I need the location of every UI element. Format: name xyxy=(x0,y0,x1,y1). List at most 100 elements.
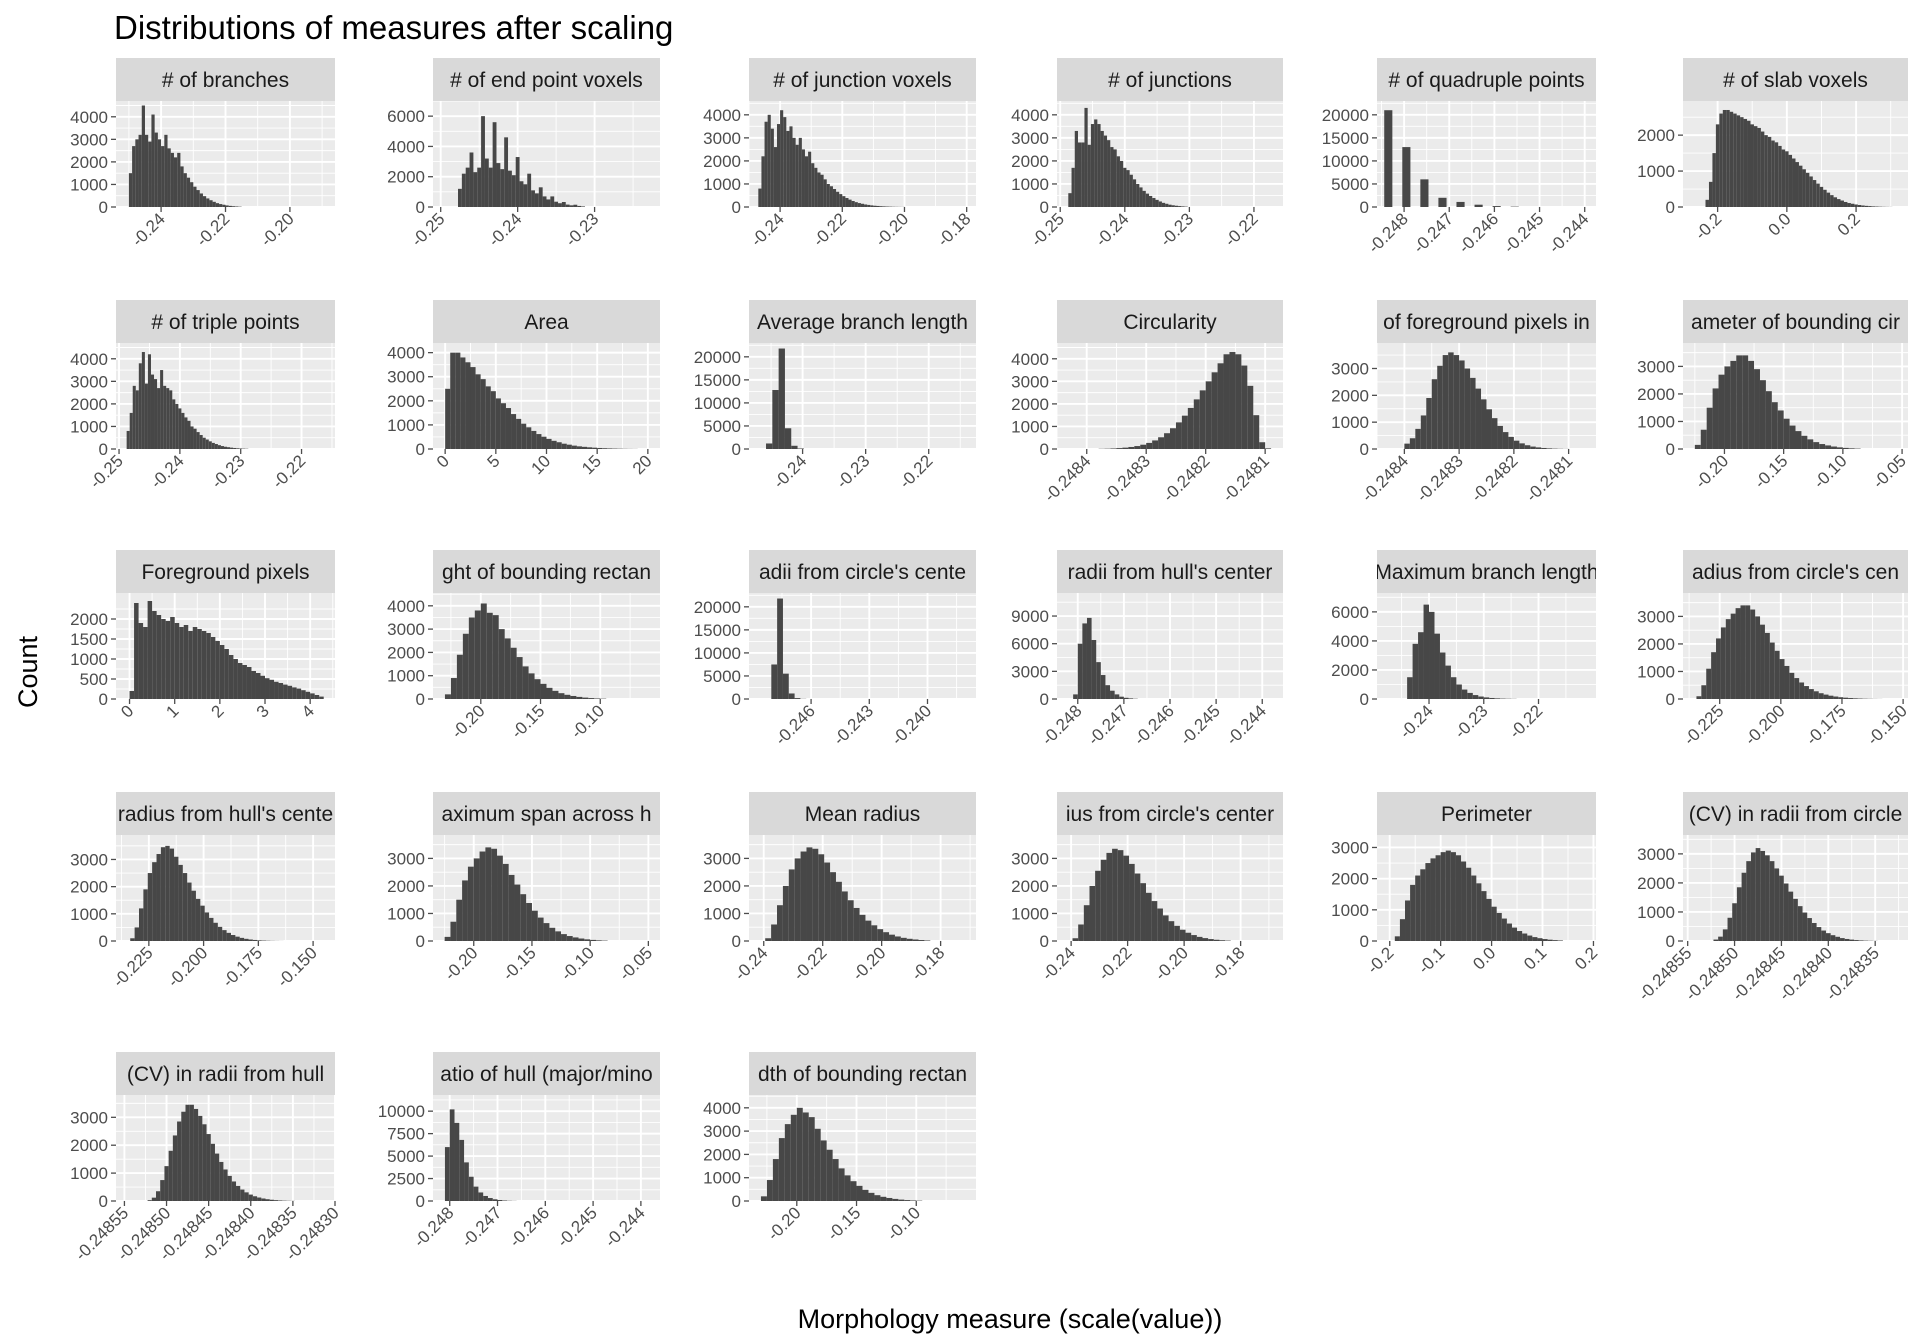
histogram-bar xyxy=(584,939,591,941)
histogram-bar xyxy=(492,122,497,207)
histogram-bar xyxy=(226,932,231,941)
y-tick-label: 5000 xyxy=(387,1147,425,1166)
histogram-bar xyxy=(198,1115,203,1201)
histogram-bar xyxy=(239,937,245,941)
y-tick-label: 4000 xyxy=(70,350,108,369)
histogram-bar xyxy=(1139,187,1143,207)
histogram-bar xyxy=(1119,696,1124,699)
y-tick-label: 1000 xyxy=(387,667,425,686)
histogram-bar xyxy=(444,936,451,941)
histogram-bar xyxy=(269,679,275,699)
histogram-bar xyxy=(154,379,158,449)
histogram-bar xyxy=(261,1198,266,1201)
histogram-bar xyxy=(1802,912,1808,941)
histogram-bar xyxy=(1123,855,1130,941)
histogram-bar xyxy=(1802,169,1806,207)
histogram-bar xyxy=(1453,355,1460,449)
histogram-bar xyxy=(468,617,475,699)
facet-strip xyxy=(116,792,335,835)
histogram-bar xyxy=(918,940,925,941)
histogram-bar xyxy=(898,1199,905,1201)
histogram-bar xyxy=(526,903,532,941)
histogram-bar xyxy=(1735,608,1741,699)
histogram-bar xyxy=(1726,109,1730,207)
facet-strip-label: Area xyxy=(524,311,569,334)
y-tick-label: 2000 xyxy=(70,878,108,897)
histogram-bars xyxy=(766,348,804,449)
facet-strip xyxy=(116,1052,335,1095)
y-tick-label: 0 xyxy=(416,440,425,459)
histogram-bar xyxy=(1110,690,1115,699)
facet-strip-label: # of slab voxels xyxy=(1723,69,1868,92)
histogram-bar xyxy=(169,848,175,941)
facet-strip xyxy=(116,300,335,343)
histogram-bar xyxy=(138,363,142,449)
histogram-bar xyxy=(1522,933,1528,941)
histogram-bar xyxy=(1764,135,1768,207)
histogram-bar xyxy=(1434,633,1440,699)
facet-panel: adii from circle's cente 0 5000 10000 15000 2… xyxy=(694,550,976,749)
histogram-bar xyxy=(1170,428,1176,449)
histogram-bar xyxy=(879,206,883,207)
histogram-bar xyxy=(1450,677,1457,699)
histogram-bar xyxy=(177,152,181,207)
histogram-bar xyxy=(174,623,180,699)
histogram-bar xyxy=(1430,858,1436,941)
histogram-bar xyxy=(1843,201,1848,207)
histogram-bar xyxy=(1168,921,1175,941)
histogram-bar xyxy=(260,675,266,699)
figure-title: Distributions of measures after scaling xyxy=(114,9,673,46)
histogram-bar xyxy=(167,148,171,207)
histogram-bar xyxy=(808,1117,815,1201)
histogram-bar xyxy=(1849,939,1855,941)
histogram-bar xyxy=(138,623,144,699)
y-tick-label: 0 xyxy=(1360,440,1369,459)
histogram-bar xyxy=(1117,850,1124,941)
histogram-bar xyxy=(1722,109,1727,207)
histogram-bars xyxy=(1073,617,1138,699)
histogram-bar xyxy=(152,862,157,941)
facet-panel: ameter of bounding cir0100020003000-0.20… xyxy=(1637,300,1910,492)
histogram-bar xyxy=(178,408,182,449)
facet-strip-label: adius from circle's cen xyxy=(1692,561,1899,584)
histogram-bar xyxy=(826,183,830,207)
y-tick-label: 0 xyxy=(1666,198,1675,217)
y-tick-label: 3000 xyxy=(1637,357,1675,376)
histogram-bars xyxy=(1098,352,1272,449)
histogram-bar xyxy=(1819,186,1824,207)
facet-strip-label: Foreground pixels xyxy=(141,561,309,584)
y-tick-label: 3000 xyxy=(70,1108,108,1127)
histogram-bar xyxy=(892,1198,899,1201)
facet-strip xyxy=(433,1052,660,1095)
y-tick-label: 3000 xyxy=(703,849,741,868)
histogram-bar xyxy=(806,847,813,941)
panel-background xyxy=(1377,101,1596,207)
histogram-bar xyxy=(1107,140,1111,207)
histogram-bar xyxy=(492,615,499,699)
histogram-bar xyxy=(910,1200,917,1201)
histogram-bar xyxy=(871,925,878,941)
histogram-bar xyxy=(773,147,777,207)
histogram-bars xyxy=(760,1107,923,1201)
histogram-bar xyxy=(1491,418,1498,449)
histogram-bar xyxy=(242,665,247,699)
y-tick-label: 2000 xyxy=(70,1136,108,1155)
histogram-bar xyxy=(1247,385,1254,449)
histogram-bar xyxy=(1750,609,1756,699)
histogram-bars xyxy=(1404,352,1569,449)
histogram-bar xyxy=(1113,149,1117,207)
y-tick-label: 0 xyxy=(1360,198,1369,217)
y-tick-label: 3000 xyxy=(387,620,425,639)
histogram-bar xyxy=(500,403,506,449)
histogram-bars xyxy=(1694,355,1861,449)
histogram-bar xyxy=(592,447,598,449)
histogram-bar xyxy=(817,172,821,207)
histogram-bar xyxy=(1542,939,1548,941)
histogram-bar xyxy=(1517,931,1523,941)
histogram-bar xyxy=(168,1150,173,1201)
histogram-bar xyxy=(1112,848,1118,941)
y-tick-label: 3000 xyxy=(703,1122,741,1141)
histogram-bar xyxy=(1164,433,1170,449)
facet-strip-label: Mean radius xyxy=(805,803,921,826)
